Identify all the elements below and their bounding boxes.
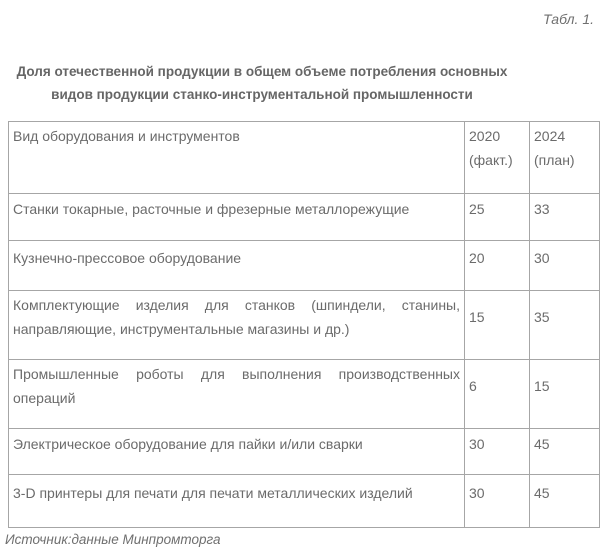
table-row: 3-D принтеры для печати для печати метал… (8, 474, 600, 528)
header-cell-2024: 2024 (план) (529, 121, 600, 194)
row-category: Комплектующие изделия для станков (шпинд… (8, 290, 465, 360)
row-value-2020: 30 (464, 428, 530, 475)
row-category: Кузнечно-прессовое оборудование (8, 240, 465, 291)
header-cell-2020: 2020 (факт.) (464, 121, 530, 194)
row-value-2020: 20 (464, 240, 530, 291)
header-cell-name: Вид оборудования и инструментов (8, 121, 465, 194)
table-row: Промышленные роботы для выполнения произ… (8, 359, 600, 429)
row-value-2020: 15 (464, 290, 530, 360)
page-title: Доля отечественной продукции в общем объ… (0, 60, 524, 106)
row-value-2020: 6 (464, 359, 530, 429)
page-title-line-2: видов продукции станко-инструментальной … (51, 87, 473, 102)
row-value-2020: 30 (464, 474, 530, 528)
row-value-2024: 33 (529, 193, 600, 241)
data-table: Вид оборудования и инструментов 2020 (фа… (8, 121, 600, 528)
table-row: Кузнечно-прессовое оборудование 20 30 (8, 240, 600, 291)
table-caption: Табл. 1. (543, 11, 594, 27)
row-value-2020: 25 (464, 193, 530, 241)
row-value-2024: 15 (529, 359, 600, 429)
row-category: Электрическое оборудование для пайки и/и… (8, 428, 465, 475)
table-header: Вид оборудования и инструментов 2020 (фа… (8, 121, 600, 194)
table-row: Комплектующие изделия для станков (шпинд… (8, 290, 600, 360)
table-row: Электрическое оборудование для пайки и/и… (8, 428, 600, 475)
row-category: 3-D принтеры для печати для печати метал… (8, 474, 465, 528)
row-value-2024: 45 (529, 474, 600, 528)
table-body: Станки токарные, расточные и фрезерные м… (8, 193, 600, 528)
source-note: Источник:данные Минпромторга (5, 532, 221, 547)
page-title-line-1: Доля отечественной продукции в общем объ… (16, 64, 508, 79)
row-category: Станки токарные, расточные и фрезерные м… (8, 193, 465, 241)
row-value-2024: 45 (529, 428, 600, 475)
header-row: Вид оборудования и инструментов 2020 (фа… (8, 121, 600, 194)
table-row: Станки токарные, расточные и фрезерные м… (8, 193, 600, 241)
row-value-2024: 35 (529, 290, 600, 360)
row-value-2024: 30 (529, 240, 600, 291)
row-category: Промышленные роботы для выполнения произ… (8, 359, 465, 429)
